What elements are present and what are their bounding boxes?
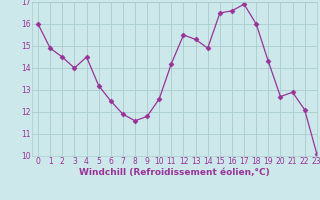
X-axis label: Windchill (Refroidissement éolien,°C): Windchill (Refroidissement éolien,°C) bbox=[79, 168, 270, 177]
